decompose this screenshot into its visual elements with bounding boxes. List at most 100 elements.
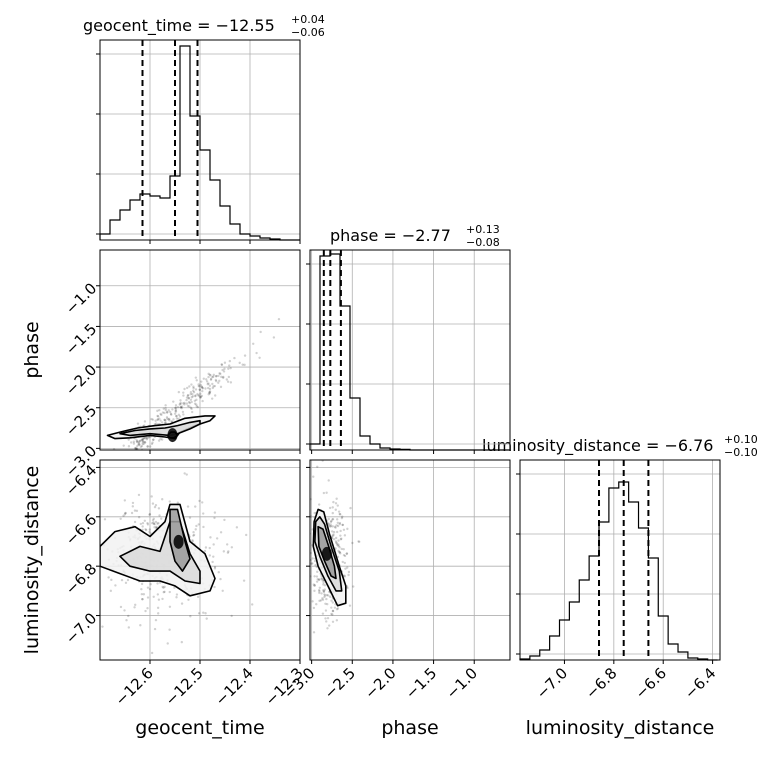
panel-geocent_time_vs_phase-point <box>122 455 124 457</box>
panel-phase_vs_luminosity_distance-point <box>330 519 333 523</box>
panel-geocent_time_vs_phase-point <box>165 411 169 414</box>
xtick-label-luminosity_distance: −6.4 <box>681 664 719 702</box>
panel-geocent_time_vs_phase-point <box>123 456 125 458</box>
panel-geocent_time_vs_phase-point <box>179 405 183 409</box>
panel-phase_vs_luminosity_distance-point <box>330 535 334 538</box>
panel-geocent_time_vs_phase-point <box>137 441 141 445</box>
panel-geocent_time_vs_phase-point <box>209 377 213 381</box>
panel-geocent_time_vs_phase-point <box>167 418 170 421</box>
panel-geocent_time_vs_phase-point <box>195 379 198 382</box>
panel-geocent_time_vs_phase-point <box>198 388 201 391</box>
panel-geocent_time_vs_luminosity_distance-point <box>133 509 137 512</box>
panel-geocent_time_vs_phase-point <box>222 370 226 373</box>
panel-geocent_time_vs_luminosity_distance-point <box>162 586 165 589</box>
panel-phase_vs_luminosity_distance-frame <box>309 459 511 661</box>
panel-geocent_time_vs_phase-point <box>185 402 189 405</box>
panel-geocent_time_vs_luminosity_distance-point <box>141 525 144 528</box>
panel-phase_vs_luminosity_distance-point <box>352 585 355 588</box>
panel-geocent_time_vs_phase-point <box>120 457 122 459</box>
panel-geocent_time_vs_phase-point <box>207 372 210 376</box>
panel-geocent_time_vs_phase-point <box>127 438 130 441</box>
panel-phase_vs_luminosity_distance-point <box>329 520 333 524</box>
panel-geocent_time_vs_luminosity_distance-point <box>146 596 150 599</box>
xtick-label-geocent_time: −12.6 <box>112 664 157 709</box>
panel-geocent_time_vs_phase-point <box>120 456 122 458</box>
panel-geocent_time_vs_phase-point <box>179 402 182 406</box>
panel-geocent_time_vs_phase-point <box>108 464 110 466</box>
panel-geocent_time_vs_phase-point <box>175 414 178 418</box>
panel-geocent_time_vs_phase-point <box>177 413 181 417</box>
panel-geocent_time_vs_phase-point <box>192 385 195 388</box>
panel-geocent_time_vs_luminosity_distance-point <box>148 513 151 516</box>
panel-geocent_time_vs_phase-point <box>187 400 191 404</box>
xlabel-phase: phase <box>381 717 438 739</box>
panel-geocent_time_vs_phase-point <box>156 409 159 413</box>
panel-phase_vs_luminosity_distance-point <box>343 534 347 537</box>
panel-phase_vs_luminosity_distance-point <box>347 573 350 577</box>
panel-geocent_time_vs_phase-point <box>252 342 255 345</box>
panel-geocent_time_vs_phase-point <box>164 421 167 425</box>
panel-geocent_time_vs_phase-point <box>139 445 143 448</box>
panel-geocent_time_vs_luminosity_distance-point <box>133 606 136 609</box>
panel-geocent_time_vs_luminosity_distance-point <box>139 624 142 627</box>
panel-phase_vs_luminosity_distance-point <box>327 624 331 627</box>
hist-luminosity_distance-frame <box>519 459 721 661</box>
panel-geocent_time_vs_luminosity_distance-point <box>161 498 164 501</box>
panel-geocent_time_vs_phase-point <box>197 384 200 388</box>
panel-phase_vs_luminosity_distance-point <box>334 536 338 540</box>
panel-geocent_time_vs_phase-point <box>134 447 137 450</box>
panel-geocent_time_vs_phase-point <box>223 361 227 364</box>
panel-phase_vs_luminosity_distance-point <box>312 475 315 478</box>
panel-geocent_time_vs_phase-point <box>174 408 178 411</box>
panel-geocent_time_vs_phase-point <box>112 477 114 479</box>
panel-geocent_time_vs_phase-point <box>130 451 132 453</box>
panel-geocent_time_vs_luminosity_distance-point <box>168 590 171 594</box>
panel-phase_vs_luminosity_distance-point <box>340 516 344 520</box>
panel-geocent_time_vs_phase-point <box>179 406 183 409</box>
panel-geocent_time_vs_phase-point <box>142 440 145 444</box>
panel-geocent_time_vs_luminosity_distance-point <box>157 507 161 510</box>
panel-phase_vs_luminosity_distance-point <box>337 539 340 542</box>
panel-geocent_time_vs_luminosity_distance-point <box>120 578 124 582</box>
panel-geocent_time_vs_phase-point <box>191 389 195 392</box>
panel-geocent_time_vs_luminosity_distance-point <box>148 528 152 531</box>
panel-geocent_time_vs_phase-point <box>114 463 116 465</box>
panel-geocent_time_vs_luminosity_distance-point <box>153 505 157 509</box>
panel-geocent_time_vs_phase-point <box>143 441 147 444</box>
panel-geocent_time_vs_phase-point <box>185 398 188 402</box>
panel-geocent_time_vs_phase-point <box>215 379 218 383</box>
panel-geocent_time_vs_phase-point <box>150 417 153 421</box>
panel-geocent_time_vs_phase-point <box>195 405 198 408</box>
panel-geocent_time_vs_luminosity_distance-point <box>191 540 194 543</box>
panel-phase_vs_luminosity_distance-point <box>333 525 337 529</box>
panel-phase_vs_luminosity_distance-point <box>338 521 342 525</box>
panel-phase_vs_luminosity_distance-point <box>336 543 339 547</box>
panel-phase_vs_luminosity_distance-point <box>348 604 352 607</box>
panel-geocent_time_vs_phase-point <box>227 367 230 370</box>
panel-phase_vs_luminosity_distance-point <box>330 599 333 602</box>
panel-geocent_time_vs_phase-point <box>151 441 154 444</box>
panel-geocent_time_vs_phase-point <box>186 394 190 397</box>
panel-geocent_time_vs_luminosity_distance-point <box>154 618 158 622</box>
panel-phase_vs_luminosity_distance-point <box>310 515 313 518</box>
panel-geocent_time_vs_phase-point <box>136 440 139 444</box>
panel-geocent_time_vs_luminosity_distance-point <box>123 609 126 612</box>
panel-geocent_time_vs_luminosity_distance-point <box>87 588 89 590</box>
panel-phase_vs_luminosity_distance-point <box>296 549 298 551</box>
panel-geocent_time_vs_phase-point <box>233 356 236 360</box>
panel-geocent_time_vs_luminosity_distance-point <box>93 591 95 593</box>
panel-geocent_time_vs_phase-point <box>156 415 160 418</box>
panel-geocent_time_vs_phase-point <box>255 351 258 355</box>
panel-geocent_time_vs_phase-point <box>164 407 167 410</box>
panel-geocent_time_vs_phase-point <box>118 470 120 472</box>
panel-geocent_time_vs_phase-point <box>124 450 126 452</box>
panel-geocent_time_vs_luminosity_distance-point <box>94 612 96 614</box>
panel-geocent_time_vs_phase-point <box>198 385 201 388</box>
title-geocent-time-plus: +0.04 <box>291 13 325 26</box>
panel-phase_vs_luminosity_distance-point <box>303 599 305 601</box>
panel-geocent_time_vs_phase-point <box>141 438 144 442</box>
panel-geocent_time_vs_phase-point <box>146 445 149 448</box>
panel-phase_vs_luminosity_distance-core <box>321 546 332 561</box>
panel-geocent_time_vs_phase-point <box>132 442 136 445</box>
panel-phase_vs_luminosity_distance-point <box>320 592 323 595</box>
